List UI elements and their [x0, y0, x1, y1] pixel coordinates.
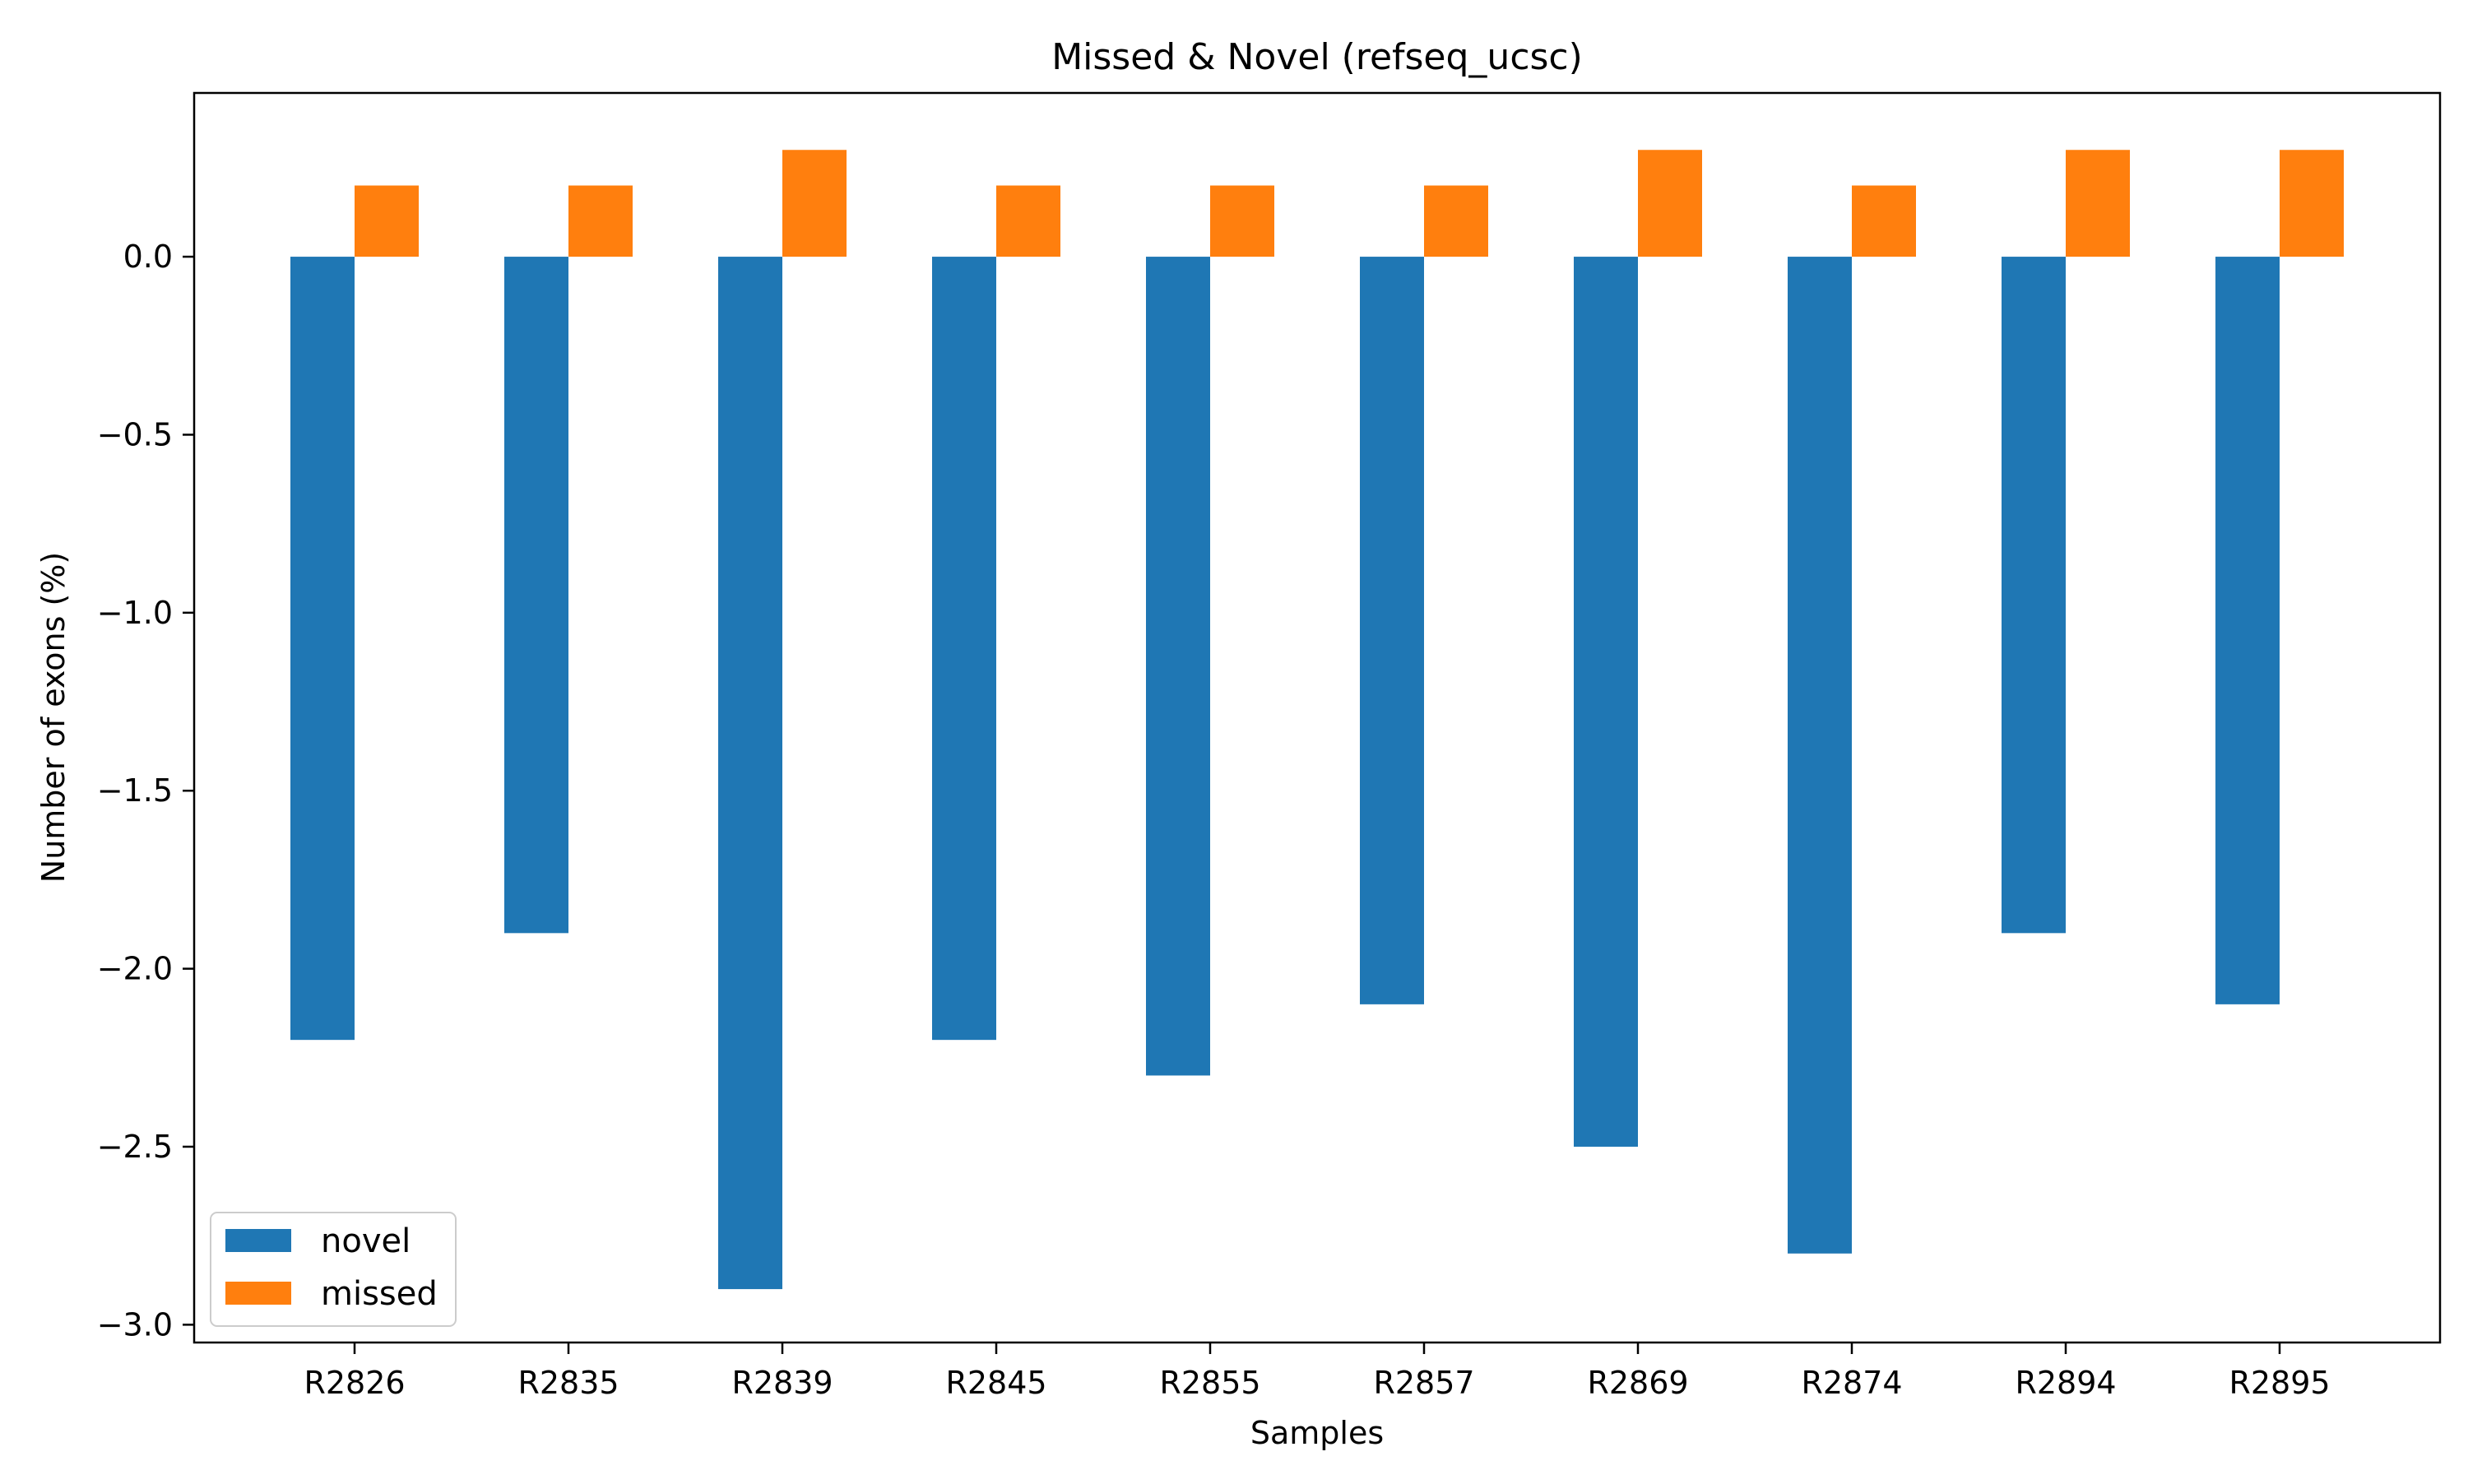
y-tick-label: 0.0	[123, 239, 173, 275]
x-tick-label: R2855	[1159, 1365, 1260, 1401]
bar-missed-R2857	[1424, 185, 1488, 257]
x-tick-label: R2826	[304, 1365, 405, 1401]
x-tick-label: R2857	[1373, 1365, 1474, 1401]
bar-missed-R2894	[2066, 150, 2130, 257]
x-tick-label: R2839	[731, 1365, 833, 1401]
y-tick-label: −1.5	[97, 772, 173, 809]
bar-missed-R2869	[1638, 150, 1702, 257]
x-tick-label: R2835	[517, 1365, 619, 1401]
bar-novel-R2845	[932, 257, 996, 1041]
y-tick-label: −2.0	[97, 951, 173, 987]
bar-novel-R2826	[290, 257, 355, 1041]
legend: novel missed	[210, 1212, 457, 1327]
x-tick-label: R2894	[2015, 1365, 2116, 1401]
bar-missed-R2855	[1210, 185, 1274, 257]
bar-novel-R2894	[2002, 257, 2066, 934]
x-tick-label: R2874	[1801, 1365, 1902, 1401]
x-axis-label: Samples	[1250, 1415, 1384, 1451]
legend-swatch-novel	[225, 1229, 291, 1252]
x-tick-label: R2895	[2229, 1365, 2330, 1401]
y-tick-label: −3.0	[97, 1306, 173, 1343]
bar-novel-R2874	[1788, 257, 1852, 1254]
chart-title: Missed & Novel (refseq_ucsc)	[1051, 36, 1583, 78]
y-tick-label: −0.5	[97, 416, 173, 452]
x-tick-label: R2845	[945, 1365, 1046, 1401]
x-tick-label: R2869	[1587, 1365, 1688, 1401]
legend-label-missed: missed	[321, 1275, 438, 1313]
bar-missed-R2874	[1852, 185, 1916, 257]
legend-label-novel: novel	[321, 1222, 411, 1260]
legend-swatch-missed	[225, 1282, 291, 1305]
bar-missed-R2845	[996, 185, 1060, 257]
bar-novel-R2835	[504, 257, 568, 934]
y-tick-label: −1.0	[97, 595, 173, 631]
bar-novel-R2857	[1360, 257, 1424, 1004]
y-tick-label: −2.5	[97, 1129, 173, 1165]
x-axis: R2826 R2835 R2839 R2845 R2855 R2857 R2869 R2874…	[304, 1343, 2331, 1401]
bar-novel-R2895	[2215, 257, 2280, 1004]
bar-missed-R2835	[568, 185, 633, 257]
bar-missed-R2895	[2280, 150, 2344, 257]
bar-missed-R2826	[355, 185, 419, 257]
bar-missed-R2839	[782, 150, 847, 257]
y-axis: 0.0 −0.5 −1.0 −1.5 −2.0 −2.5 −3.0	[97, 239, 194, 1343]
bar-novel-R2855	[1146, 257, 1210, 1076]
plot-frame	[193, 91, 2442, 1344]
y-axis-label: Number of exons (%)	[35, 552, 72, 883]
bar-novel-R2869	[1574, 257, 1638, 1147]
bar-novel-R2839	[718, 257, 782, 1290]
bars-layer	[290, 150, 2344, 1290]
